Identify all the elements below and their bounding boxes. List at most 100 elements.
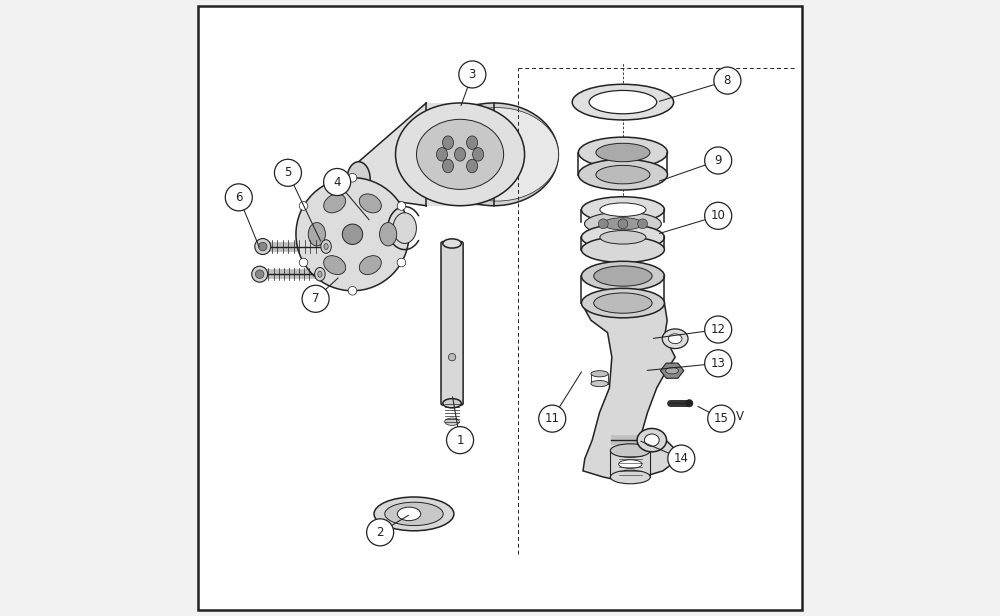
- Ellipse shape: [572, 84, 674, 120]
- Circle shape: [705, 202, 732, 229]
- Ellipse shape: [589, 91, 657, 114]
- Ellipse shape: [591, 381, 608, 387]
- Text: 15: 15: [714, 412, 729, 425]
- Ellipse shape: [393, 213, 416, 243]
- Circle shape: [705, 147, 732, 174]
- Circle shape: [539, 405, 566, 432]
- Circle shape: [668, 445, 695, 472]
- Ellipse shape: [578, 160, 667, 190]
- Ellipse shape: [455, 148, 466, 161]
- Circle shape: [638, 219, 648, 229]
- Circle shape: [302, 285, 329, 312]
- Ellipse shape: [594, 293, 652, 313]
- Ellipse shape: [473, 148, 484, 161]
- Ellipse shape: [359, 256, 381, 275]
- Ellipse shape: [429, 103, 558, 206]
- Ellipse shape: [662, 329, 688, 349]
- Ellipse shape: [467, 160, 478, 172]
- Text: 9: 9: [714, 154, 722, 167]
- Circle shape: [705, 316, 732, 343]
- Circle shape: [258, 242, 267, 251]
- Text: 13: 13: [711, 357, 726, 370]
- Circle shape: [618, 219, 628, 229]
- Circle shape: [299, 201, 308, 210]
- Circle shape: [714, 67, 741, 94]
- Circle shape: [342, 224, 363, 245]
- Circle shape: [705, 350, 732, 377]
- Ellipse shape: [596, 144, 650, 162]
- Ellipse shape: [585, 212, 661, 235]
- Ellipse shape: [359, 194, 381, 213]
- Bar: [426, 103, 494, 206]
- FancyBboxPatch shape: [198, 6, 802, 610]
- Ellipse shape: [442, 160, 454, 172]
- Text: 2: 2: [376, 526, 384, 539]
- Ellipse shape: [600, 203, 646, 216]
- Ellipse shape: [321, 240, 331, 253]
- Circle shape: [367, 519, 394, 546]
- Circle shape: [598, 219, 608, 229]
- Ellipse shape: [644, 434, 659, 446]
- Ellipse shape: [385, 502, 443, 525]
- Text: 1: 1: [456, 434, 464, 447]
- Circle shape: [459, 61, 486, 88]
- Circle shape: [708, 405, 735, 432]
- Text: 8: 8: [724, 74, 731, 87]
- Ellipse shape: [581, 237, 664, 262]
- Polygon shape: [359, 103, 426, 206]
- Text: 3: 3: [469, 68, 476, 81]
- Ellipse shape: [324, 194, 346, 213]
- Ellipse shape: [374, 497, 454, 531]
- Circle shape: [447, 427, 474, 453]
- Ellipse shape: [610, 444, 650, 457]
- Text: 12: 12: [711, 323, 726, 336]
- Ellipse shape: [581, 261, 664, 291]
- Ellipse shape: [397, 507, 421, 521]
- Ellipse shape: [596, 166, 650, 184]
- Ellipse shape: [436, 108, 559, 201]
- Text: 10: 10: [711, 209, 726, 222]
- Circle shape: [255, 238, 271, 254]
- Circle shape: [255, 270, 264, 278]
- Circle shape: [686, 400, 693, 407]
- Ellipse shape: [467, 136, 478, 150]
- Text: 7: 7: [312, 292, 319, 306]
- Ellipse shape: [591, 371, 608, 377]
- Circle shape: [348, 286, 357, 295]
- Circle shape: [299, 258, 308, 267]
- Circle shape: [274, 160, 301, 186]
- Ellipse shape: [308, 222, 325, 246]
- Circle shape: [397, 201, 406, 210]
- Ellipse shape: [578, 137, 667, 168]
- Ellipse shape: [581, 288, 664, 318]
- Ellipse shape: [443, 399, 461, 408]
- Ellipse shape: [443, 239, 461, 248]
- Ellipse shape: [445, 418, 459, 426]
- Ellipse shape: [324, 243, 328, 249]
- Polygon shape: [660, 363, 684, 378]
- Ellipse shape: [619, 460, 642, 468]
- Circle shape: [324, 169, 351, 195]
- Circle shape: [296, 177, 409, 291]
- Ellipse shape: [416, 120, 504, 189]
- Circle shape: [252, 266, 268, 282]
- Circle shape: [225, 184, 252, 211]
- Ellipse shape: [594, 266, 652, 286]
- Ellipse shape: [396, 103, 525, 206]
- Text: 14: 14: [674, 452, 689, 465]
- Ellipse shape: [436, 148, 448, 161]
- Ellipse shape: [581, 197, 664, 222]
- Ellipse shape: [603, 217, 643, 230]
- Polygon shape: [723, 409, 732, 422]
- Ellipse shape: [318, 271, 322, 277]
- Ellipse shape: [668, 334, 682, 344]
- Ellipse shape: [442, 136, 454, 150]
- Ellipse shape: [666, 368, 679, 374]
- Ellipse shape: [610, 470, 650, 484]
- Circle shape: [397, 258, 406, 267]
- Text: 4: 4: [333, 176, 341, 188]
- Text: V: V: [736, 410, 744, 423]
- Text: 5: 5: [284, 166, 292, 179]
- Ellipse shape: [324, 256, 346, 275]
- FancyBboxPatch shape: [441, 241, 463, 405]
